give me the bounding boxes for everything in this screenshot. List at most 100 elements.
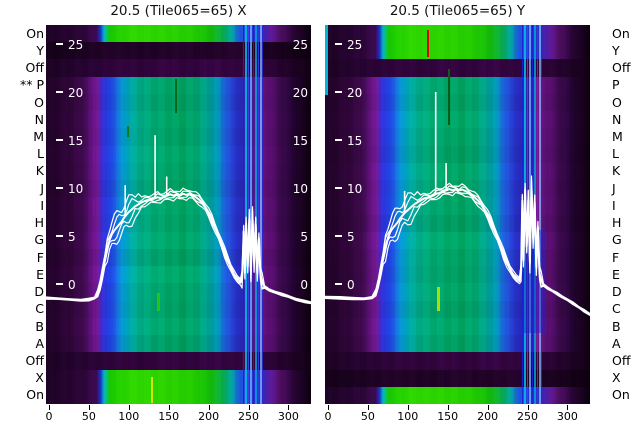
heatmap-row-l-7 xyxy=(46,145,311,164)
y-tick-dash xyxy=(56,283,63,285)
y-tick-dash xyxy=(335,91,342,93)
y-tick-label: 5 xyxy=(68,230,76,244)
rfi-stripe-2 xyxy=(248,25,249,404)
heatmap-row-g-12 xyxy=(46,231,311,250)
rfi-stripe-3 xyxy=(250,25,252,404)
heatmap-row-f-13 xyxy=(325,248,590,267)
y-tick-label: 5 xyxy=(347,230,355,244)
x-tick-label-x-150: 150 xyxy=(158,410,180,423)
row-label-left-a-18: A xyxy=(35,335,44,351)
rfi-stripe-8 xyxy=(541,25,542,404)
row-label-right-c-16: C xyxy=(612,301,621,317)
row-label-left-d-15: D xyxy=(34,284,44,299)
rfi-stripe-6 xyxy=(537,25,538,404)
row-label-left-g-12: G xyxy=(34,232,44,248)
y-tick-label: 15 xyxy=(347,134,363,148)
x-tick-label-y-50: 50 xyxy=(360,410,375,423)
rfi-stripe-0 xyxy=(243,25,244,404)
mark-y-1 xyxy=(448,69,450,125)
x-tick-mark-y-200 xyxy=(487,405,489,410)
row-label-right-a-18: A xyxy=(612,335,621,351)
row-label-right-d-15: D xyxy=(612,284,622,299)
y-tick-label: 15 xyxy=(68,134,84,148)
heatmap-row-f-13 xyxy=(46,248,311,267)
y-tick-right-25: 25 xyxy=(292,38,308,52)
heatmap-row-g-12 xyxy=(325,231,590,250)
row-label-right-j-9: J xyxy=(612,180,616,196)
heatmap-row-j-9 xyxy=(46,180,311,198)
heatmap-row-y-1 xyxy=(46,42,311,61)
y-tick-15: 15 xyxy=(56,135,83,147)
row-label-right-k-8: K xyxy=(612,163,621,179)
y-tick-label: 0 xyxy=(347,278,355,292)
x-tick-mark-y-300 xyxy=(567,405,569,410)
row-label-left-on-0: On xyxy=(26,25,44,41)
heatmap-row-off-19 xyxy=(46,352,311,371)
y-tick-dash xyxy=(335,283,342,285)
y-tick-dash xyxy=(335,139,342,141)
x-tick-label-x-100: 100 xyxy=(118,410,140,423)
x-tick-mark-x-50 xyxy=(88,405,90,410)
y-tick-label: 0 xyxy=(68,278,76,292)
row-label-left-f-13: F xyxy=(36,249,44,265)
mark-x-2 xyxy=(157,293,160,311)
heatmap-panel-x: 25 25 20 20 15 15 10 10 5 5 0 0 xyxy=(46,25,311,404)
y-tick-dash xyxy=(335,43,342,45)
row-label-left-c-16: C xyxy=(35,301,44,317)
y-tick-15: 15 xyxy=(335,135,362,147)
heatmap-row-n-5 xyxy=(46,111,311,129)
heatmap-row-d-15 xyxy=(325,283,590,302)
heatmap-row-a-18 xyxy=(46,335,311,353)
rfi-stripe-0 xyxy=(522,25,523,404)
y-tick-right-0: 0 xyxy=(300,278,308,292)
y-tick-10: 10 xyxy=(56,183,83,195)
x-tick-label-y-250: 250 xyxy=(517,410,538,423)
y-tick-dash xyxy=(56,43,63,45)
heatmap-row-n-5 xyxy=(325,111,590,129)
heatmap-row-e-14 xyxy=(46,266,311,284)
heatmap-row-on-0 xyxy=(325,25,590,43)
y-tick-0: 0 xyxy=(56,279,76,291)
x-tick-mark-x-200 xyxy=(208,405,210,410)
mark-x-3 xyxy=(151,377,153,403)
heatmap-row-off-2 xyxy=(46,59,311,78)
heatmap-row-x-20 xyxy=(325,369,590,388)
row-label-right-l-7: L xyxy=(612,146,619,162)
mark-x-1 xyxy=(127,126,129,137)
heatmap-row-h-11 xyxy=(325,214,590,233)
row-label-left-b-17: B xyxy=(35,318,44,334)
x-tick-mark-x-300 xyxy=(288,405,290,410)
row-label-right-x-20: X xyxy=(612,370,621,386)
x-tick-mark-x-250 xyxy=(248,405,250,410)
left-panel-title: 20.5 (Tile065=65) X xyxy=(110,3,247,19)
y-tick-right-10: 10 xyxy=(292,182,308,196)
row-label-left-l-7: L xyxy=(37,146,44,162)
row-label-left-o-4: O xyxy=(34,94,44,110)
rfi-stripe-3 xyxy=(529,25,531,404)
row-label-left-i-10: I xyxy=(40,197,44,213)
y-tick-25: 25 xyxy=(335,39,362,51)
row-label-right-m-6: M xyxy=(612,129,623,144)
y-tick-dash xyxy=(56,91,63,93)
heatmap-row-x-20 xyxy=(46,369,311,388)
heatmap-row-a-18 xyxy=(325,335,590,353)
y-tick-dash xyxy=(335,187,342,189)
row-label-right-b-17: B xyxy=(612,318,621,334)
heatmap-row-d-15 xyxy=(46,283,311,302)
heatmap-row-k-8 xyxy=(325,162,590,181)
rfi-stripe-1 xyxy=(524,25,526,404)
heatmap-row-off-2 xyxy=(325,59,590,78)
row-label-right-e-14: E xyxy=(612,266,620,282)
row-label-left-y-1: Y xyxy=(36,42,44,58)
row-label-left-j-9: J xyxy=(40,180,44,196)
mark-y-2 xyxy=(437,287,440,311)
heatmap-row-p-3 xyxy=(46,76,311,95)
heatmap-row-h-11 xyxy=(46,214,311,233)
row-label-right-off-19: Off xyxy=(612,352,631,368)
y-tick-label: 20 xyxy=(347,86,363,100)
y-tick-dash xyxy=(335,235,342,237)
rfi-stripe-4 xyxy=(532,25,533,404)
row-label-left-off-2: Off xyxy=(25,60,44,76)
x-tick-label-y-200: 200 xyxy=(477,410,499,423)
